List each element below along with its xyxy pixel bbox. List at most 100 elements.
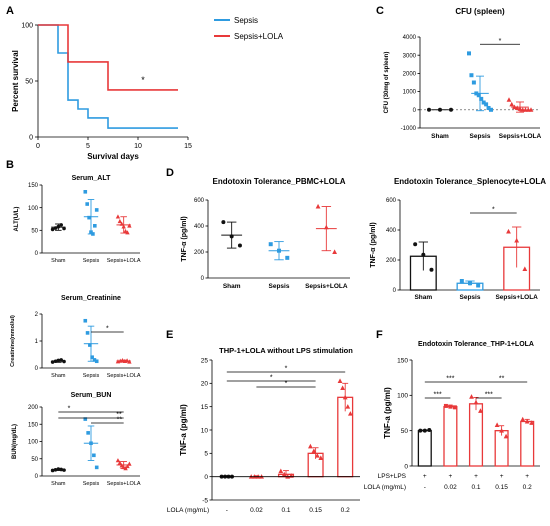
series-line	[38, 24, 178, 129]
panel-e-chart: THP-1+LOLA without LPS stimulation -5 0 5 10…	[167, 346, 360, 514]
data-point	[471, 80, 476, 85]
panel-b2-chart: Serum_Creatinine 0 1 2 Creatinine(mmol/ul) Sh…	[10, 295, 141, 379]
series-line	[38, 24, 178, 91]
panel-d1-chart: Endotoxin Tolerance_PBMC+LOLA 0 200 400 600 T…	[181, 177, 350, 290]
data-point	[119, 221, 124, 226]
bar	[520, 420, 535, 467]
data-point	[50, 227, 55, 232]
data-point	[285, 255, 290, 260]
group-1	[83, 190, 99, 236]
x-tick-label: Sham	[51, 481, 66, 487]
panel-label-e: E	[166, 329, 173, 341]
data-point	[83, 417, 88, 421]
bar	[468, 403, 484, 467]
significance-mark: ***	[434, 392, 442, 399]
data-point	[448, 404, 453, 409]
data-point	[62, 226, 66, 231]
row-value: +	[423, 473, 427, 480]
group-3	[494, 422, 509, 467]
y-tick-label: 200	[386, 258, 397, 264]
data-point	[522, 266, 528, 271]
data-point	[337, 378, 343, 383]
y-axis-label: TNF-α (pg/ml)	[181, 216, 188, 262]
x-tick-label: Sham	[223, 283, 241, 290]
data-point	[438, 107, 442, 112]
data-point	[237, 243, 242, 248]
x-tick-label: Sepsis+LOLA	[107, 481, 141, 487]
data-point	[468, 281, 472, 286]
data-point	[494, 422, 500, 428]
y-tick-label: 0	[201, 276, 205, 282]
y-tick-label: -5	[202, 497, 208, 504]
significance-mark: **	[117, 417, 123, 424]
group-0	[427, 107, 453, 112]
group-4	[337, 378, 354, 478]
group-3	[307, 443, 324, 478]
data-point	[514, 105, 520, 110]
panel-a-survival-chart: 0 50 100 0 5 10 15 Percent survival Survival day…	[11, 16, 284, 161]
data-point	[59, 223, 63, 227]
chart-title: Serum_ALT	[72, 175, 111, 182]
panel-b1-chart: Serum_ALT 0 50 100 150 ALT(U/L) Sham Sepsis Seps…	[14, 175, 141, 264]
x-tick-label: Sham	[431, 133, 449, 140]
data-point	[59, 467, 63, 472]
panel-d2-chart: Endotoxin Tolerance_Splenocyte+LOLA 0 200 4…	[370, 177, 546, 301]
significance-mark: *	[106, 326, 109, 333]
x-tick-label: -	[226, 507, 228, 514]
data-point	[315, 203, 321, 209]
y-tick-label: 0	[413, 108, 417, 114]
panel-label-f: F	[376, 329, 383, 341]
data-point	[520, 416, 526, 422]
data-point	[87, 215, 91, 220]
x-tick-label: Sham	[414, 294, 432, 301]
y-tick-label: 200	[194, 250, 205, 256]
y-axis-label: ALT(U/L)	[14, 207, 20, 232]
data-point	[345, 404, 351, 409]
chart-title: Endotoxin Tolerance_PBMC+LOLA	[213, 177, 346, 186]
y-axis-label: BUN(mg/dL)	[12, 424, 18, 459]
data-point	[311, 448, 317, 453]
data-point	[332, 249, 338, 254]
x-axis-label: Survival days	[87, 152, 139, 161]
y-axis-label: TNF-a (pg/ml)	[179, 404, 188, 456]
panel-label-d: D	[166, 167, 174, 179]
group-1	[443, 403, 458, 467]
data-point	[88, 343, 92, 347]
panel-f-chart: Endotoxin Tolerance_THP-1+LOLA 0 50 100 150 T…	[364, 341, 540, 491]
group-1	[268, 241, 290, 261]
data-point	[484, 102, 489, 107]
data-point	[53, 359, 58, 364]
y-tick-label: 0	[404, 463, 408, 470]
group-0	[50, 467, 66, 473]
panel-label-b: B	[6, 159, 14, 171]
x-axis-label: LOLA (mg/mL)	[167, 507, 209, 514]
data-point	[323, 224, 329, 230]
significance-mark: *	[270, 375, 273, 382]
data-point	[514, 237, 520, 243]
data-point	[221, 220, 226, 225]
data-point	[503, 433, 509, 439]
data-point	[427, 107, 431, 112]
bar	[443, 405, 458, 467]
data-point	[467, 51, 471, 56]
y-tick-label: 3000	[403, 53, 417, 59]
row-label: LOLA (mg/mL)	[364, 484, 406, 491]
y-tick-label: 0	[393, 288, 397, 294]
data-point	[512, 104, 517, 110]
y-tick-label: 0	[35, 251, 39, 257]
data-point	[342, 394, 348, 400]
y-tick-label: 50	[401, 428, 409, 435]
data-point	[469, 73, 474, 78]
x-tick-label: 0.2	[341, 507, 350, 514]
data-point	[524, 418, 530, 424]
y-tick-label: 0	[204, 474, 208, 481]
data-point	[421, 252, 426, 257]
group-4	[520, 416, 535, 467]
chart-title: Serum_Creatinine	[61, 295, 121, 302]
y-axis-label: TNF-α (pg/ml)	[370, 222, 377, 268]
data-point	[115, 458, 121, 463]
data-point	[277, 248, 281, 253]
data-point	[278, 468, 284, 474]
x-tick-label: Sepsis	[83, 481, 100, 487]
x-tick-label: 5	[86, 143, 90, 150]
